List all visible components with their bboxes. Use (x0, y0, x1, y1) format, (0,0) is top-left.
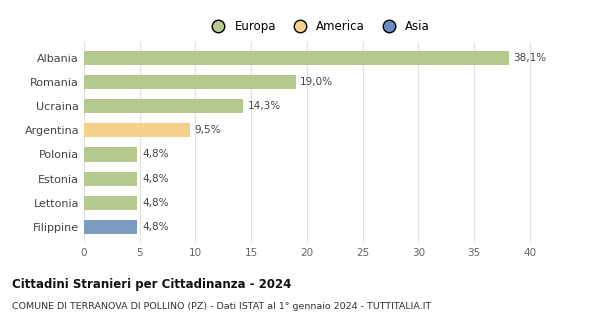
Bar (84, 220, 137, 234)
Text: COMUNE DI TERRANOVA DI POLLINO (PZ) - Dati ISTAT al 1° gennaio 2024 - TUTTITALIA: COMUNE DI TERRANOVA DI POLLINO (PZ) - Da… (12, 302, 431, 311)
Legend: Europa, America, Asia: Europa, America, Asia (202, 15, 434, 38)
Text: 4,8%: 4,8% (142, 174, 169, 184)
Text: Cittadini Stranieri per Cittadinanza - 2024: Cittadini Stranieri per Cittadinanza - 2… (12, 278, 292, 292)
Text: 4,8%: 4,8% (142, 149, 169, 159)
Bar (84, 99, 244, 113)
Bar (84, 123, 190, 137)
Text: 14,3%: 14,3% (248, 101, 281, 111)
Bar (84, 196, 137, 210)
Text: 38,1%: 38,1% (513, 53, 546, 63)
Bar (84, 172, 137, 186)
Bar (84, 148, 137, 162)
Text: 4,8%: 4,8% (142, 198, 169, 208)
Text: 9,5%: 9,5% (194, 125, 221, 135)
Bar (84, 51, 509, 65)
Text: 19,0%: 19,0% (300, 77, 333, 87)
Text: 4,8%: 4,8% (142, 222, 169, 232)
Bar (84, 75, 296, 89)
